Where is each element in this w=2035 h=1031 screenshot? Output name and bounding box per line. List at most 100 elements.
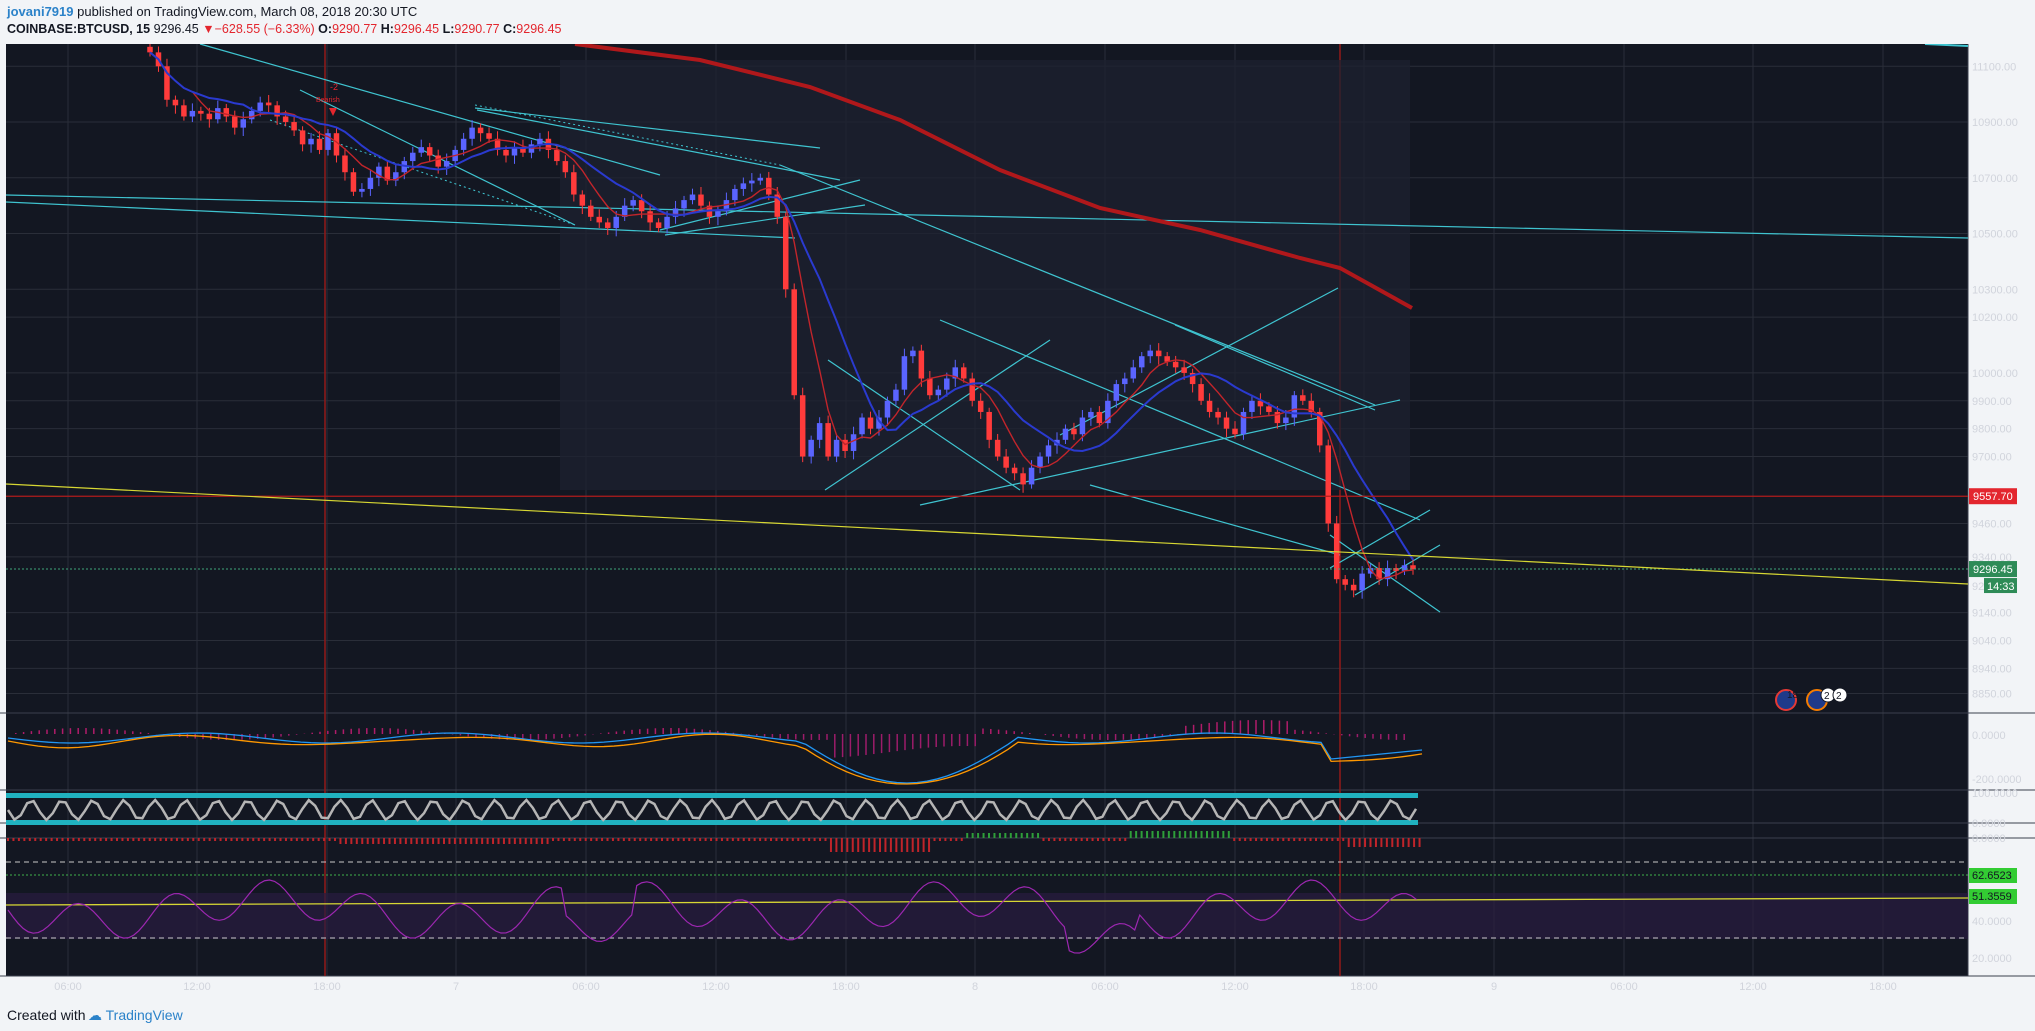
trendline: [939, 319, 1421, 521]
time-tick-label: 7: [453, 981, 459, 993]
author-link[interactable]: jovani7919: [7, 4, 74, 19]
candle-body: [418, 147, 425, 153]
candle-body: [1003, 456, 1009, 468]
candle-body: [1028, 467, 1035, 485]
candle-body: [833, 439, 840, 457]
candle-body: [1122, 378, 1128, 385]
candle-body: [1249, 400, 1255, 412]
time-tick-label: 06:00: [572, 981, 600, 993]
last-price: 9296.45: [153, 22, 199, 36]
stoch-axis-label: 100.0000: [1972, 788, 2018, 800]
macd-signal-line: [7, 733, 1423, 785]
support-trendline: [5, 483, 1969, 585]
candle-body: [986, 411, 992, 440]
candle-body: [1283, 417, 1289, 424]
candle-body: [825, 423, 831, 457]
candle-body: [1138, 356, 1145, 368]
candle-body: [850, 434, 857, 451]
candle-body: [1393, 568, 1399, 571]
event-badge-c-count: 2: [1836, 691, 1842, 702]
price-tick-label: 11100.00: [1972, 61, 2016, 73]
candle-body: [1266, 406, 1272, 412]
macd-axis-label: 0.0000: [1972, 730, 2006, 742]
overlay-lines: [5, 42, 1969, 585]
candle-body: [1215, 411, 1221, 418]
cloud-icon: ☁: [88, 1007, 102, 1023]
candle-body: [588, 205, 594, 217]
price-tick-label: 10200.00: [1972, 312, 2018, 324]
event-badge-b[interactable]: 2 2: [1806, 687, 1848, 711]
time-tick-label: 8: [972, 981, 978, 993]
candle-body: [927, 378, 933, 396]
close-value: 9296.45: [516, 22, 562, 36]
candle-body: [477, 127, 484, 134]
candle-body: [1342, 579, 1348, 585]
candle-body: [554, 149, 560, 162]
candle-body: [426, 147, 433, 156]
level-badge-bg: [1969, 488, 2017, 505]
current-price-badge: 9296.45: [1973, 564, 2013, 576]
candle-body: [1147, 350, 1153, 357]
dotted-trendline: [269, 119, 576, 226]
time-axis[interactable]: 06:00 12:00 18:00 7 06:00 12:00 18:00 8 06:00 12:…: [54, 981, 1897, 993]
candle-body: [732, 188, 738, 201]
candle-body: [664, 216, 670, 228]
candle-body: [350, 172, 357, 192]
candle-body: [884, 400, 891, 418]
candle-body: [842, 439, 848, 451]
high-label: H:: [380, 22, 394, 36]
low-value: 9290.77: [454, 22, 500, 36]
candle-body: [291, 122, 297, 131]
low-label: L:: [442, 22, 455, 36]
candle-body: [571, 172, 577, 195]
marker-label: Bearish: [316, 97, 340, 104]
event-badge-a-count: 18: [1787, 690, 1799, 701]
candle-body: [1401, 565, 1408, 571]
candle-body: [384, 166, 391, 181]
stoch-band-bottom: [6, 820, 1418, 825]
candle-body: [1206, 400, 1213, 412]
candle-body: [740, 183, 747, 189]
candle-body: [1257, 400, 1264, 407]
event-badge-a[interactable]: 18: [1775, 689, 1799, 711]
tradingview-logo[interactable]: ☁ TradingView: [88, 1007, 183, 1024]
ohlc-line: COINBASE:BTCUSD, 15 9296.45 ▼−628.55 (−6…: [7, 22, 561, 36]
event-badge-b-count: 2: [1824, 691, 1830, 702]
candle-body: [342, 155, 348, 173]
symbol-label[interactable]: COINBASE:BTCUSD, 15: [7, 22, 151, 36]
chart-canvas[interactable]: 0.0000 -200.0000 100.0000 0.0000 0.0000 62.65…: [0, 0, 2035, 1002]
candle-body: [1223, 417, 1230, 429]
candle-body: [1274, 411, 1281, 424]
candle-body: [333, 133, 340, 156]
candle-body: [393, 172, 399, 181]
rsi-badge-bg: [1969, 889, 2017, 904]
candle-body: [1232, 428, 1238, 435]
candle-body: [613, 216, 619, 228]
candle-body: [1105, 400, 1111, 424]
partial-tick-label: 92: [1972, 581, 1984, 593]
candle-body: [698, 194, 704, 206]
histogram-axis-label: 0.0000: [1972, 833, 2006, 845]
candle-body: [1308, 400, 1315, 412]
stoch-axis-label: 0.0000: [1972, 818, 2006, 830]
candle-body: [1376, 568, 1382, 580]
candle-body: [910, 350, 916, 357]
candle-body: [944, 378, 950, 390]
candle-body: [1300, 395, 1306, 401]
candle-body: [503, 149, 509, 156]
price-tick-label: 9040.00: [1972, 636, 2012, 648]
price-tick-label: 10900.00: [1972, 117, 2018, 129]
candle-body: [537, 138, 543, 145]
level-badge: 9557.70: [1973, 491, 2013, 503]
candle-body: [596, 216, 603, 223]
time-tick-label: 12:00: [1739, 981, 1767, 993]
price-axis[interactable]: 11100.00 10900.00 10700.00 10500.00 10300.00…: [1969, 61, 2018, 700]
flag-icon: [1775, 689, 1797, 711]
trendlines: [5, 43, 1969, 613]
candle-body: [1410, 565, 1416, 570]
candle-body: [1189, 372, 1196, 385]
time-tick-label: 12:00: [1221, 981, 1249, 993]
stoch-band-top: [6, 793, 1418, 798]
candle-body: [1384, 568, 1391, 580]
price-tick-label: 9700.00: [1972, 452, 2012, 464]
